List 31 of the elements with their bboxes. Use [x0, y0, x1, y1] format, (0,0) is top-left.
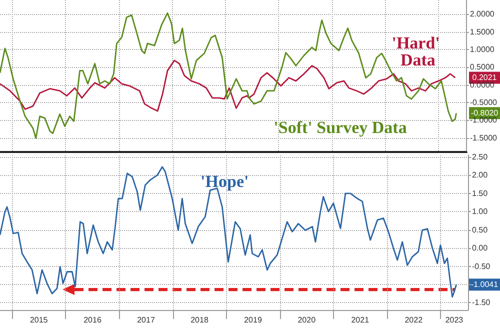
line-series: [0, 12, 457, 139]
x-tick-label: 2018: [190, 316, 209, 324]
y-tick-label: 0.50: [472, 225, 488, 234]
annotation: -0.8020: [470, 108, 499, 118]
x-tick-label: 2021: [351, 316, 370, 324]
x-tick-label: 2019: [244, 316, 262, 324]
y-tick-label: 1.00: [472, 207, 488, 216]
x-tick-label: 2015: [30, 316, 48, 324]
y-tick-label: 1.5000: [470, 27, 495, 36]
y-tick-label: 1.0000: [470, 44, 495, 54]
y-tick-label: -0.50: [472, 262, 491, 271]
x-tick-label: 2016: [84, 316, 102, 324]
y-tick-label: -1.50: [472, 298, 491, 308]
y-tick-label: 2.00: [472, 170, 488, 180]
x-tick-label: 2020: [298, 316, 316, 324]
line-series: [0, 166, 457, 298]
annotation: -1.0041: [470, 280, 499, 290]
y-tick-label: 2.0000: [470, 10, 495, 19]
series-label: 'Soft' Survey Data: [274, 118, 408, 138]
y-tick-label: -1.5000: [470, 133, 498, 142]
x-tick-label: 2022: [404, 316, 424, 324]
y-tick-label: 1.50: [472, 188, 488, 198]
series-label: 'Hard' Data: [392, 34, 444, 70]
x-tick-label: 2023: [445, 316, 464, 324]
y-tick-label: 0.5000: [470, 62, 495, 72]
y-tick-label: -0.5000: [470, 98, 498, 108]
y-tick-label: 2.50: [472, 152, 488, 162]
series-label: 'Hope': [200, 172, 249, 191]
x-tick-label: 2017: [137, 316, 156, 324]
annotation: 0.2021: [472, 73, 498, 82]
y-tick-label: 0.00: [472, 244, 488, 253]
